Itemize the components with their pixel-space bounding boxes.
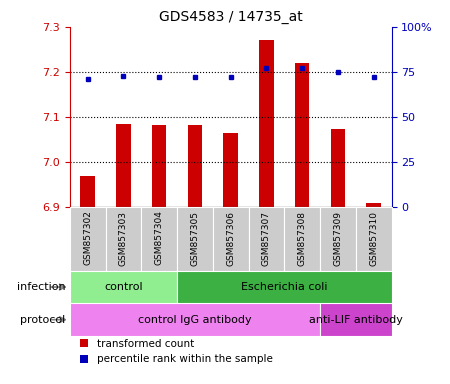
Bar [81, 176, 95, 207]
Bar [259, 40, 274, 207]
Bar [177, 271, 392, 303]
Bar [105, 207, 141, 271]
Text: GSM857307: GSM857307 [262, 210, 271, 265]
Text: GSM857303: GSM857303 [119, 210, 128, 265]
Bar [188, 125, 202, 207]
Text: GSM857306: GSM857306 [226, 210, 235, 265]
Bar [356, 207, 392, 271]
Title: GDS4583 / 14735_at: GDS4583 / 14735_at [159, 10, 302, 25]
Bar [70, 207, 105, 271]
Bar [116, 124, 130, 207]
Bar [152, 125, 166, 207]
Text: GSM857310: GSM857310 [369, 210, 378, 265]
Bar [295, 63, 309, 207]
Text: Escherichia coli: Escherichia coli [241, 282, 328, 292]
Text: GSM857308: GSM857308 [297, 210, 306, 265]
Text: GSM857309: GSM857309 [333, 210, 342, 265]
Text: protocol: protocol [20, 314, 65, 325]
Text: control IgG antibody: control IgG antibody [138, 314, 252, 325]
Bar [248, 207, 284, 271]
Text: control: control [104, 282, 143, 292]
Bar [70, 303, 320, 336]
Bar [320, 207, 356, 271]
Legend: transformed count, percentile rank within the sample: transformed count, percentile rank withi… [80, 339, 273, 364]
Bar [366, 203, 381, 207]
Text: GSM857304: GSM857304 [155, 210, 164, 265]
Bar [331, 129, 345, 207]
Bar [177, 207, 213, 271]
Text: infection: infection [17, 282, 65, 292]
Bar [284, 207, 320, 271]
Bar [141, 207, 177, 271]
Text: anti-LIF antibody: anti-LIF antibody [309, 314, 403, 325]
Bar [70, 271, 177, 303]
Bar [213, 207, 248, 271]
Text: GSM857302: GSM857302 [83, 210, 92, 265]
Text: GSM857305: GSM857305 [190, 210, 199, 265]
Bar [224, 133, 238, 207]
Bar [320, 303, 392, 336]
